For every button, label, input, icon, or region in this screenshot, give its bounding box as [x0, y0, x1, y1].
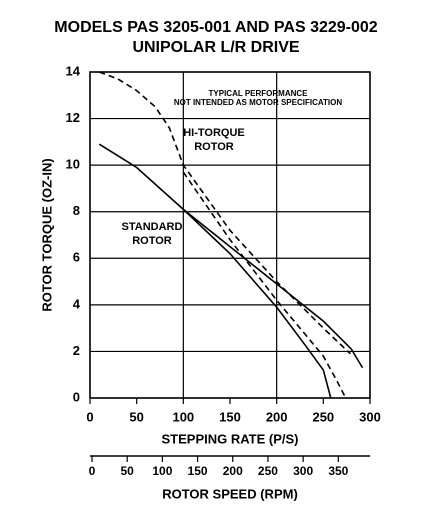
data-line: [98, 143, 364, 369]
x2-tick-label: 100: [152, 464, 172, 478]
x-tick-label: 100: [172, 409, 194, 424]
annotation: ROTOR: [194, 141, 234, 153]
annotation: HI-TORQUE: [183, 127, 245, 139]
x2-tick-label: 50: [121, 464, 135, 478]
annotation: TYPICAL PERFORMANCE: [209, 89, 309, 98]
y-tick-label: 2: [73, 343, 80, 358]
x-tick-label: 0: [86, 409, 93, 424]
x-axis-label: STEPPING RATE (P/S): [162, 431, 299, 446]
y-axis-label: ROTOR TORQUE (OZ-IN): [39, 158, 54, 311]
y-tick-label: 4: [73, 296, 81, 311]
y-tick-label: 8: [73, 203, 80, 218]
annotation: ROTOR: [132, 235, 172, 247]
annotation: STANDARD: [122, 221, 183, 233]
data-line: [99, 71, 351, 355]
x2-tick-label: 350: [328, 464, 348, 478]
x-tick-label: 200: [266, 409, 288, 424]
x2-tick-label: 200: [223, 464, 243, 478]
y-tick-label: 14: [66, 63, 81, 78]
data-line: [182, 208, 332, 399]
y-tick-label: 12: [66, 110, 80, 125]
x-tick-label: 150: [219, 409, 241, 424]
y-tick-label: 6: [73, 250, 80, 265]
x-tick-label: 300: [359, 409, 381, 424]
chart-title: MODELS PAS 3205-001 AND PAS 3229-002: [54, 19, 378, 36]
y-tick-label: 0: [73, 389, 80, 404]
y-tick-label: 10: [66, 157, 80, 172]
x2-axis-label: ROTOR SPEED (RPM): [162, 486, 298, 501]
chart-subtitle: UNIPOLAR L/R DRIVE: [132, 39, 299, 56]
x2-tick-label: 150: [188, 464, 208, 478]
x2-tick-label: 250: [258, 464, 278, 478]
x2-tick-label: 300: [293, 464, 313, 478]
x2-tick-label: 0: [89, 464, 96, 478]
x-tick-label: 50: [129, 409, 143, 424]
annotation: NOT INTENDED AS MOTOR SPECIFICATION: [174, 98, 343, 107]
x-tick-label: 250: [312, 409, 334, 424]
data-line: [182, 171, 347, 399]
